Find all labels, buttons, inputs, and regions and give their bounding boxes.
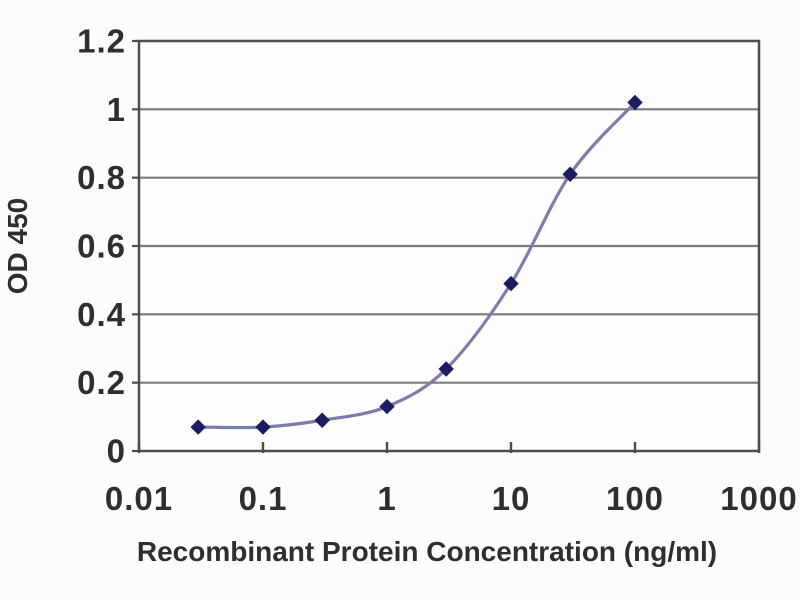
x-tick-label: 1 [377, 480, 396, 517]
x-axis-title: Recombinant Protein Concentration (ng/ml… [137, 536, 717, 567]
x-tick-label: 100 [606, 480, 664, 517]
x-tick-label: 0.1 [239, 480, 288, 517]
gridlines-layer [139, 41, 759, 451]
data-point-marker [562, 166, 578, 182]
data-point-marker [379, 398, 395, 415]
data-point-marker [314, 412, 330, 428]
y-axis-title: OD 450 [2, 198, 33, 295]
data-point-marker [255, 419, 271, 435]
tick-labels-layer: 0 0.2 0.4 0.6 0.8 1 1.2 0.01 0.1 1 10 100 1000 [77, 23, 797, 518]
data-point-marker [503, 275, 519, 292]
x-tick-label: 1000 [720, 480, 797, 517]
y-tick-label: 0.6 [77, 228, 126, 265]
x-tick-label: 0.01 [105, 480, 173, 517]
plot-border [137, 39, 761, 453]
x-tick-label: 10 [492, 480, 531, 517]
y-tick-label: 1 [107, 91, 126, 128]
y-tick-label: 1.2 [77, 23, 126, 60]
plot-border-layer [137, 39, 761, 453]
data-point-marker [627, 94, 643, 111]
data-line [196, 100, 637, 430]
y-tick-label: 0.8 [77, 159, 126, 196]
data-point-marker [190, 419, 206, 435]
y-tick-label: 0.2 [77, 364, 126, 401]
y-tick-label: 0 [107, 433, 126, 470]
data-series-layer [190, 94, 643, 435]
y-tick-label: 0.4 [77, 296, 126, 333]
data-point-marker [438, 361, 454, 377]
